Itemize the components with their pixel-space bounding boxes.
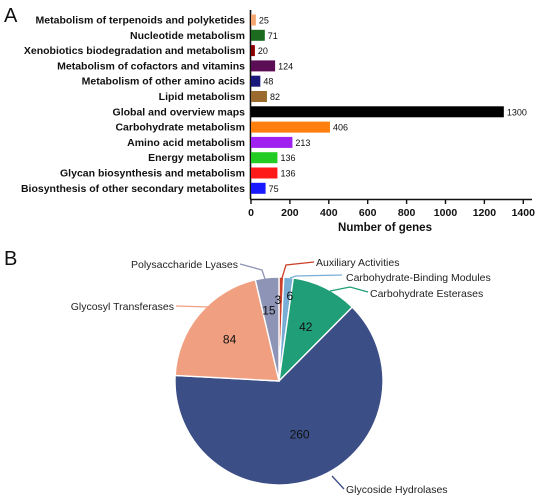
x-tick-label: 1400 — [512, 207, 536, 219]
x-tick-label: 400 — [320, 207, 338, 219]
category-label: Biosynthesis of other secondary metaboli… — [21, 183, 245, 195]
category-label: Lipid metabolism — [159, 91, 245, 103]
bar — [251, 152, 278, 164]
category-label: Metabolism of terpenoids and polyketides — [36, 15, 246, 27]
pie-leader-line — [289, 274, 343, 279]
pie-value-label: 3 — [275, 293, 282, 307]
pie-slice — [254, 276, 280, 382]
category-label: Amino acid metabolism — [127, 137, 245, 149]
pie-value-label: 15 — [262, 304, 276, 318]
pie-value-label: 42 — [299, 320, 313, 334]
pie-value-label: 84 — [223, 333, 237, 347]
panel-label-b: B — [4, 248, 17, 270]
category-label: Carbohydrate metabolism — [115, 122, 245, 134]
bar-value-label: 136 — [280, 153, 295, 163]
pie-leader-line — [239, 263, 266, 280]
bar — [251, 91, 267, 102]
bar — [251, 106, 504, 118]
bar — [251, 60, 276, 72]
bar — [251, 14, 256, 26]
bar-value-label: 25 — [259, 16, 269, 26]
pie-value-label: 260 — [290, 427, 310, 441]
pie-slice — [174, 278, 280, 382]
x-tick-label: 200 — [281, 207, 299, 219]
pie-leader-line — [175, 305, 210, 308]
bar-chart: Number of genes Metabolism of terpenoids… — [21, 10, 535, 234]
bar-value-label: 48 — [263, 77, 273, 87]
x-tick-label: 800 — [398, 207, 416, 219]
bar-value-label: 75 — [269, 184, 279, 194]
x-tick-label: 1200 — [473, 207, 497, 219]
bar — [251, 167, 278, 179]
bar — [251, 29, 265, 41]
category-label: Metabolism of other amino acids — [82, 76, 246, 88]
pie-value-label: 6 — [286, 289, 293, 303]
pie-callout-label: Carbohydrate Esterases — [370, 288, 483, 300]
x-tick-label: 600 — [359, 207, 377, 219]
bar-value-label: 71 — [268, 31, 278, 41]
bar-value-label: 20 — [258, 46, 268, 56]
category-label: Global and overview maps — [113, 106, 246, 118]
pie-leader-line — [281, 261, 315, 279]
pie-callout-label: Auxiliary Activities — [316, 257, 399, 269]
category-label: Metabolism of cofactors and vitamins — [57, 60, 245, 72]
bar-value-label: 124 — [278, 61, 293, 71]
bar-value-label: 1300 — [507, 107, 527, 117]
bar — [251, 121, 330, 133]
bar-value-label: 136 — [280, 169, 295, 179]
category-label: Energy metabolism — [148, 152, 245, 164]
bar — [251, 75, 261, 87]
pie-callout-label: Polysaccharide Lyases — [131, 259, 238, 271]
category-label: Nucleotide metabolism — [130, 30, 245, 42]
bar — [251, 182, 266, 194]
pie-slice — [174, 306, 384, 486]
panel-label-a: A — [4, 5, 18, 27]
bar-value-label: 406 — [333, 123, 348, 133]
bar-value-label: 82 — [270, 92, 280, 102]
pie-leader-line — [329, 286, 369, 293]
bar — [251, 45, 255, 57]
x-axis-title: Number of genes — [338, 222, 432, 234]
pie-callout-label: Glycoside Hydrolases — [346, 484, 448, 496]
pie-callout-label: Glycosyl Transferases — [71, 301, 174, 313]
category-label: Glycan biosynthesis and metabolism — [60, 168, 245, 180]
category-label: Xenobiotics biodegradation and metabolis… — [24, 45, 245, 57]
x-tick-label: 0 — [248, 207, 254, 219]
pie-chart: 260 84 153 6 42 Glycoside Hydrolases Glycosyl … — [71, 257, 491, 496]
pie-callout-label: Carbohydrate-Binding Modules — [346, 272, 491, 284]
bar-value-label: 213 — [295, 138, 310, 148]
pie-leader-line — [331, 475, 345, 490]
x-tick-label: 1000 — [434, 207, 458, 219]
bar — [251, 136, 293, 148]
